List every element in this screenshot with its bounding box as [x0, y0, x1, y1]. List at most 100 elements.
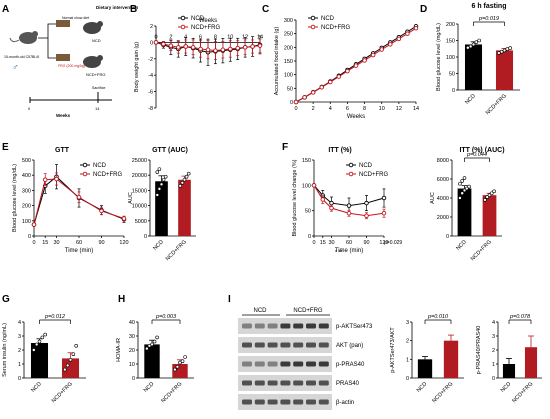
legend-label: NCD+FRG	[191, 25, 221, 31]
data-point	[311, 183, 317, 188]
sacrifice-label: Sacrifice	[92, 86, 105, 90]
blot-band	[267, 380, 278, 386]
data-point	[198, 46, 203, 52]
blot-band	[306, 399, 316, 405]
y-tick-label: 1	[18, 362, 21, 368]
legend-marker	[82, 162, 88, 168]
data-point	[235, 45, 240, 51]
individual-point	[508, 46, 512, 50]
legend-marker	[348, 162, 354, 168]
data-point	[379, 47, 384, 52]
data-point	[205, 47, 211, 53]
legend-marker	[180, 15, 186, 21]
data-point	[220, 47, 226, 53]
data-point	[43, 177, 48, 183]
bar-ncd-frg	[524, 347, 538, 378]
x-axis-title: Weeks	[347, 114, 365, 120]
x-tick-label: 6	[199, 34, 202, 40]
blot-band	[293, 342, 304, 348]
p-value-label: p=0.012	[44, 314, 65, 320]
data-point	[353, 63, 359, 68]
y-tick-label: 1	[492, 362, 495, 368]
legend-label: NCD+FRG	[93, 172, 123, 178]
individual-point	[32, 348, 36, 352]
data-point	[302, 95, 307, 100]
blot-band	[242, 323, 252, 329]
itt-pvalue: p=0.029	[384, 240, 402, 246]
x-axis-title: Weeks	[199, 18, 217, 24]
x-tick-label: NCD+FRG	[511, 381, 534, 404]
data-point	[176, 45, 181, 50]
blot-band	[242, 380, 252, 386]
y-axis-title: Blood glucose level change (%)	[292, 159, 298, 236]
individual-point	[40, 335, 45, 340]
data-point	[319, 84, 324, 90]
x-tick-label: 10	[379, 106, 385, 112]
frg-dose-label: FRG (200 mg/kg)	[58, 64, 85, 68]
data-point	[99, 208, 104, 214]
x-tick-label: 2	[169, 34, 172, 40]
x-tick-label: 0	[312, 240, 315, 246]
y-tick-label: 0	[492, 376, 495, 382]
individual-point	[161, 177, 166, 182]
p-value-label: p=0.010	[427, 314, 449, 320]
timeline-tick-start: 0	[28, 106, 31, 111]
y-tick-label: 0	[406, 376, 409, 382]
y-tick-label: -4	[148, 73, 153, 79]
chow-label: Normal chow diet	[62, 16, 89, 20]
individual-point	[502, 48, 507, 53]
y-tick-label: 1	[406, 357, 409, 363]
individual-point	[43, 332, 47, 337]
group-label-ncd: NCD	[92, 38, 101, 43]
chart-i-pakt: 0 1 2 3 p-AKTSer473/AKT NCD NCD+FRG p=0.010	[390, 314, 464, 404]
individual-point	[63, 367, 67, 372]
individual-point	[145, 346, 149, 351]
y-tick-label: 0	[144, 234, 147, 240]
blot-band	[293, 380, 304, 386]
y-tick-label: 20	[129, 348, 135, 354]
y-tick-label: 8000	[437, 158, 449, 164]
p-value-label: p=0.044	[466, 152, 487, 158]
x-tick-label: NCD+FRG	[160, 381, 183, 404]
chart-g-insulin: 0 1 2 3 4 Serum insulin (ng/mL) NCD NCD+FRG p=0.…	[2, 314, 86, 404]
individual-point	[71, 352, 76, 357]
blot-band	[280, 361, 291, 367]
individual-point	[155, 193, 160, 197]
individual-point	[65, 363, 70, 368]
blot-label: AKT (pan)	[336, 343, 363, 349]
x-tick-label: NCD	[30, 381, 43, 394]
legend-label: NCD	[191, 16, 205, 22]
itt-subtitle: ITT (%)	[328, 147, 351, 154]
blot-band	[293, 399, 304, 405]
data-point	[413, 25, 419, 31]
y-tick-label: 50	[449, 72, 455, 78]
individual-point	[467, 184, 471, 189]
individual-point	[152, 339, 157, 344]
individual-point	[37, 339, 42, 344]
legend-marker	[310, 15, 316, 21]
blot-band	[267, 361, 278, 367]
panel-letter-g: G	[2, 294, 10, 305]
individual-point	[182, 177, 187, 182]
branch-lines	[38, 23, 58, 59]
x-tick-label: NCD+FRG	[51, 381, 74, 404]
data-point	[183, 44, 188, 49]
individual-point	[178, 184, 183, 188]
data-point	[168, 43, 174, 48]
x-tick-label: NCD+FRG	[431, 381, 454, 404]
timeline-label: Weeks	[56, 113, 71, 118]
y-tick-label: 4	[18, 320, 21, 326]
individual-point	[462, 176, 467, 180]
legend-marker	[82, 171, 88, 177]
y-tick-label: 2	[406, 339, 409, 345]
blot-band	[267, 323, 278, 329]
y-tick-label: 100	[284, 73, 293, 79]
data-point	[121, 216, 127, 221]
data-point	[328, 79, 333, 85]
individual-point	[150, 342, 154, 347]
x-tick-label: NCD+FRG	[165, 239, 188, 262]
x-tick-label: NCD+FRG	[485, 93, 508, 116]
y-axis-title: Blood glucose level (mg/dL)	[12, 164, 18, 232]
x-tick-label: NCD	[143, 381, 156, 394]
